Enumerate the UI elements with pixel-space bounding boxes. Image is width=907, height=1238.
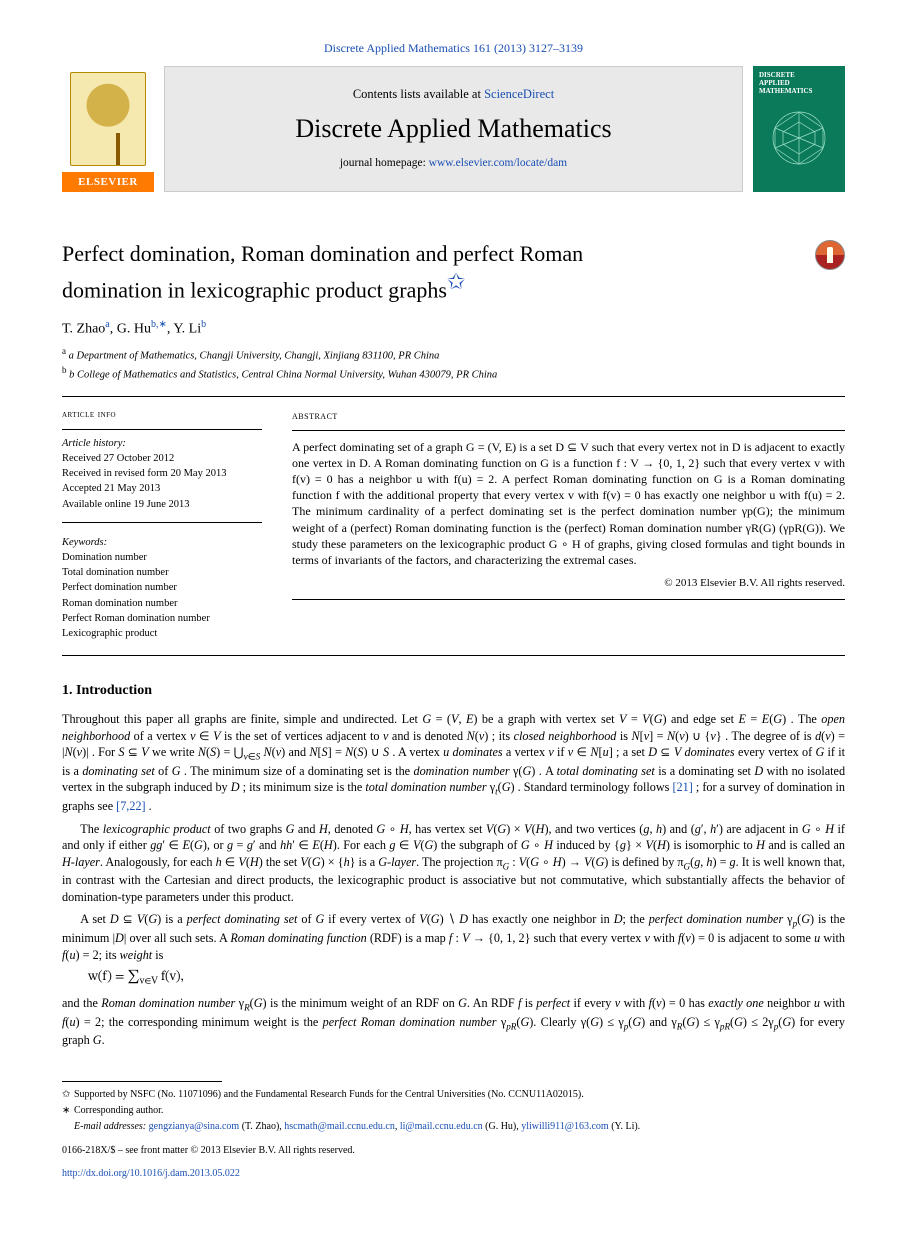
section-1-heading: 1. Introduction [62,682,845,701]
author-2-aff[interactable]: b,∗ [151,319,167,330]
title-funding-mark[interactable]: ✩ [447,269,465,294]
top-citation-link[interactable]: Discrete Applied Mathematics 161 (2013) … [324,41,583,55]
elsevier-wordmark: ELSEVIER [62,172,154,192]
abstract-block: abstract A perfect dominating set of a g… [292,407,845,641]
journal-homepage-link[interactable]: www.elsevier.com/locate/dam [429,157,567,169]
cover-graphic-icon [765,110,833,170]
email-3[interactable]: li@mail.ccnu.edu.cn [400,1121,483,1132]
keyword-1: Total domination number [62,565,262,580]
author-1-aff[interactable]: a [105,319,109,330]
journal-homepage-line: journal homepage: www.elsevier.com/locat… [340,156,567,172]
homepage-prefix: journal homepage: [340,157,429,169]
author-3-aff[interactable]: b [201,319,206,330]
info-accepted: Accepted 21 May 2013 [62,481,262,496]
contents-lists-line: Contents lists available at ScienceDirec… [353,86,554,103]
author-list: T. Zhaoa, G. Hub,∗, Y. Lib [62,318,845,340]
keyword-0: Domination number [62,550,262,565]
footnote-corresponding: ∗Corresponding author. [62,1104,845,1118]
intro-para-1: Throughout this paper all graphs are fin… [62,711,845,814]
info-online: Available online 19 June 2013 [62,497,262,512]
intro-para-2: The lexicographic product of two graphs … [62,821,845,906]
email-label: E-mail addresses: [74,1121,146,1132]
section-1: 1. Introduction Throughout this paper al… [62,682,845,1049]
abstract-text: A perfect dominating set of a graph G = … [292,439,845,569]
keywords-heading: Keywords: [62,535,262,550]
journal-title: Discrete Applied Mathematics [295,111,611,146]
paper-title: Perfect domination, Roman domination and… [62,240,815,303]
info-received: Received 27 October 2012 [62,451,262,466]
sciencedirect-link[interactable]: ScienceDirect [484,87,554,101]
publisher-logo: ELSEVIER [62,66,154,192]
email-2[interactable]: hscmath@mail.ccnu.edu.cn [284,1121,395,1132]
footnote-funding: ✩Supported by NSFC (No. 11071096) and th… [62,1088,845,1102]
article-info-heading: article info [62,407,262,422]
doi-link[interactable]: http://dx.doi.org/10.1016/j.dam.2013.05.… [62,1168,240,1179]
info-revised: Received in revised form 20 May 2013 [62,466,262,481]
intro-para-3b: and the Roman domination number γR(G) is… [62,995,845,1049]
author-3: Y. Li [173,321,201,336]
display-eq-weight: w(f) = ∑v∈V f(v), [88,969,845,989]
keyword-4: Perfect Roman domination number [62,611,262,626]
ref-7-22[interactable]: [7,22] [116,799,145,813]
keyword-3: Roman domination number [62,596,262,611]
article-info-block: article info Article history: Received 2… [62,407,262,641]
cover-word-3: MATHEMATICS [759,87,812,95]
abstract-heading: abstract [292,407,845,423]
footnote-rule [62,1081,222,1082]
rule-above-info [62,396,845,397]
footnote-emails: E-mail addresses: gengzianya@sina.com (T… [62,1120,845,1134]
abstract-copyright: © 2013 Elsevier B.V. All rights reserved… [292,576,845,591]
author-1: T. Zhao [62,321,105,336]
keyword-2: Perfect domination number [62,580,262,595]
intro-para-3: A set D ⊆ V(G) is a perfect dominating s… [62,911,845,963]
top-citation: Discrete Applied Mathematics 161 (2013) … [62,40,845,56]
affiliation-a: a a Department of Mathematics, Changji U… [62,345,845,364]
keyword-5: Lexicographic product [62,626,262,641]
journal-cover-thumb: DISCRETE APPLIED MATHEMATICS [753,66,845,192]
email-1[interactable]: gengzianya@sina.com [149,1121,240,1132]
paper-title-line2: domination in lexicographic product grap… [62,277,447,302]
affiliation-b: b b College of Mathematics and Statistic… [62,364,845,383]
frontmatter-issn: 0166-218X/$ – see front matter © 2013 El… [62,1144,845,1158]
elsevier-tree-icon [70,72,146,166]
affiliations: a a Department of Mathematics, Changji U… [62,345,845,382]
ref-21[interactable]: [21] [672,780,692,794]
contents-prefix: Contents lists available at [353,87,484,101]
crossmark-icon[interactable] [815,240,845,270]
rule-below-info [62,655,845,656]
author-2: G. Hu [117,321,151,336]
email-4[interactable]: yliwilli911@163.com [521,1121,608,1132]
paper-title-line1: Perfect domination, Roman domination and… [62,241,583,266]
journal-header: ELSEVIER Contents lists available at Sci… [62,66,845,192]
